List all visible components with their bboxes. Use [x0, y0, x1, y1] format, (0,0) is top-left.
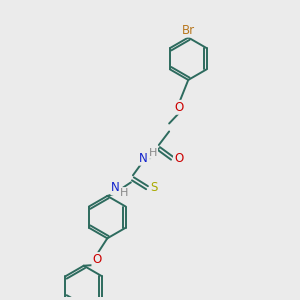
- Text: H: H: [149, 148, 157, 158]
- Text: S: S: [150, 181, 157, 194]
- Text: O: O: [174, 152, 183, 165]
- Text: Br: Br: [182, 24, 195, 37]
- Text: O: O: [92, 253, 102, 266]
- Text: H: H: [120, 188, 129, 198]
- Text: N: N: [111, 181, 120, 194]
- Text: O: O: [175, 101, 184, 114]
- Text: N: N: [139, 152, 148, 165]
